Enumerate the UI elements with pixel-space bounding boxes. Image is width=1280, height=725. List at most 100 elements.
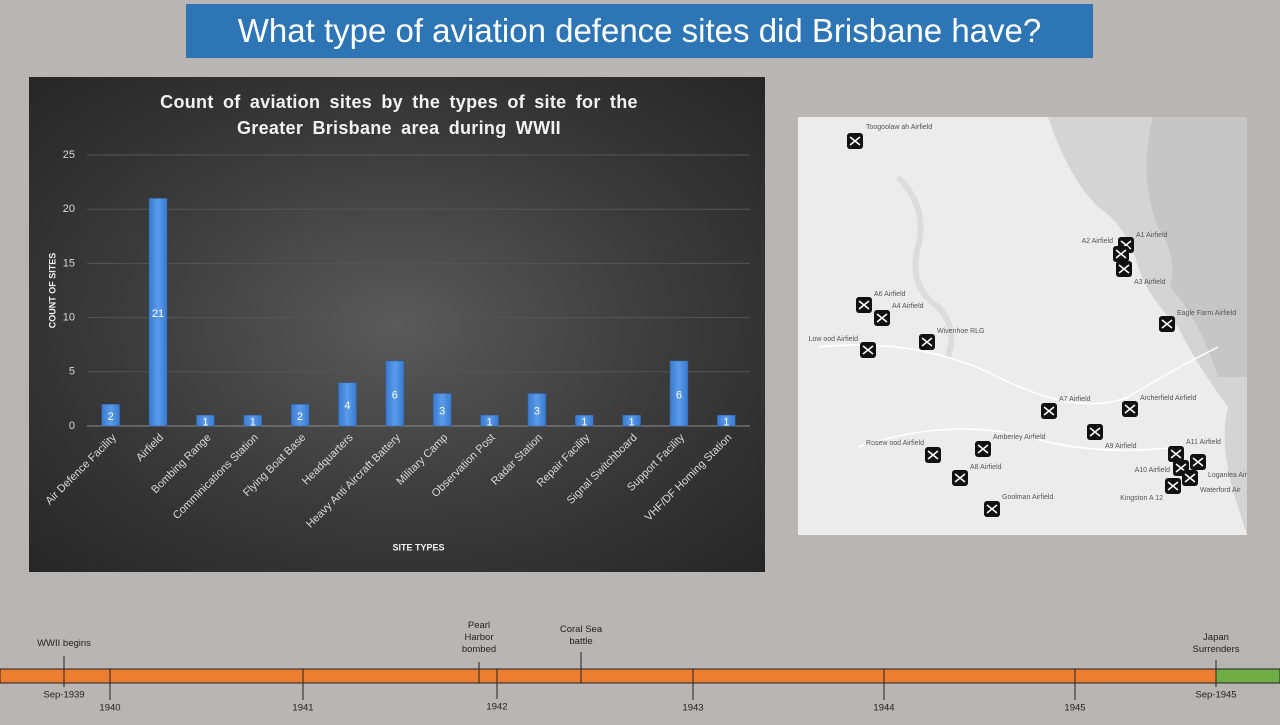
value-label: 1	[250, 416, 256, 428]
x-tick-label: Heavy Anti Aircraft Battery	[304, 431, 403, 530]
marker-cross	[921, 337, 933, 347]
site-label: Rosew ood Airfield	[866, 440, 924, 447]
site-label: A6 Airfield	[874, 291, 906, 298]
chart-panel: 0 5 10 15 20 25 COUNT OF SITES SITE TYPES Air De…	[29, 77, 765, 572]
y-tick-label: 20	[63, 203, 75, 215]
site-label: A9 Airfield	[1105, 443, 1137, 450]
timeline-canvas: Sep-1939 1940 1941 1942 1943 1944 1945 Sep-1945	[0, 652, 1280, 714]
x-tick-label: Air Defence Facility	[43, 431, 119, 507]
marker-cross	[1118, 264, 1130, 274]
value-label: 1	[581, 416, 587, 428]
bar	[717, 414, 736, 427]
x-tick-label: VHF/DF Homing Station	[643, 432, 735, 524]
event-label: Japan Surrenders	[1192, 632, 1240, 655]
marker-cross	[1192, 457, 1204, 467]
bar	[575, 414, 594, 427]
marker-cross	[1184, 473, 1196, 483]
chart: 0 5 10 15 20 25 COUNT OF SITES SITE TYPES Air De…	[43, 149, 750, 552]
x-tick-label: Airfield	[134, 432, 166, 464]
bar	[480, 414, 499, 427]
marker-cross	[849, 136, 861, 146]
x-axis-title: SITE TYPES	[392, 542, 444, 552]
marker-cross	[1170, 449, 1182, 459]
river	[895, 174, 955, 358]
bar	[101, 404, 120, 427]
timeline-tick-label: 1940	[99, 703, 120, 714]
marker-cross	[1167, 481, 1179, 491]
war-period	[0, 668, 1217, 684]
marker-cross	[954, 473, 966, 483]
marker-cross	[876, 313, 888, 323]
road	[817, 344, 1219, 405]
value-label: 6	[676, 389, 682, 401]
marker-cross	[1089, 427, 1101, 437]
marker-cross	[986, 504, 998, 514]
bar	[243, 414, 262, 427]
site-label: Low ood Airfield	[809, 336, 859, 343]
value-label: 4	[344, 400, 350, 412]
site-label: Goolman Airfield	[1002, 494, 1053, 501]
site-label: Toogoolaw ah Airfield	[866, 124, 932, 131]
value-label: 1	[202, 416, 208, 428]
x-tick-label: Comminications Station	[171, 432, 261, 522]
event-label: WWII begins	[37, 638, 91, 649]
marker-cross	[1115, 249, 1127, 259]
site-label: A10 Airfield	[1135, 467, 1171, 474]
site-label: A11 Airfield	[1186, 439, 1221, 446]
value-label: 3	[534, 406, 540, 418]
event-label: Pearl Harbor bombed	[461, 620, 497, 655]
site-label: Amberley Airfield	[993, 434, 1046, 441]
bar	[290, 404, 310, 427]
site-label: Waterford Air	[1200, 487, 1241, 494]
site-label: Archerfield Airfield	[1140, 395, 1197, 402]
y-tick-label: 10	[63, 312, 75, 324]
site-label: A7 Airfield	[1059, 396, 1091, 403]
marker-cross	[927, 450, 939, 460]
marker-cross	[1043, 406, 1055, 416]
marker-cross	[858, 300, 870, 310]
site-label: Wivenhoe RLG	[937, 328, 984, 335]
site-label: A1 Airfield	[1136, 232, 1168, 239]
timeline-tick-label: 1943	[682, 703, 703, 714]
bar	[196, 414, 215, 427]
bar	[385, 360, 405, 427]
site-label: A2 Airfield	[1081, 238, 1113, 245]
y-tick-label: 15	[63, 257, 75, 269]
site-label: Eagle Farm Airfield	[1177, 310, 1236, 317]
slide-title: What type of aviation defence sites did …	[186, 4, 1093, 58]
site-label: A4 Airfield	[892, 303, 924, 310]
value-label: 2	[297, 411, 303, 423]
timeline-tick-label: 1942	[486, 702, 507, 713]
site-label: A3 Airfield	[1134, 279, 1166, 286]
y-axis-title: COUNT OF SITES	[47, 253, 57, 329]
value-label: 1	[629, 416, 635, 428]
y-tick-label: 5	[69, 366, 75, 378]
site-label: Loganlea Air	[1208, 472, 1247, 479]
timeline: Sep-1939 1940 1941 1942 1943 1944 1945 Sep-1945…	[0, 600, 1280, 720]
bar	[432, 393, 452, 427]
map: Toogoolaw ah Airfield A1 Airfield A2 Airfi…	[798, 117, 1247, 535]
post-war-period	[1215, 668, 1280, 684]
marker-cross	[1124, 404, 1136, 414]
timeline-tick-label: Sep-1945	[1195, 690, 1236, 701]
bar	[622, 414, 641, 427]
bar	[669, 360, 689, 427]
bar	[148, 198, 168, 427]
value-label: 1	[486, 416, 492, 428]
value-label: 6	[392, 389, 398, 401]
marker-cross	[977, 444, 989, 454]
value-label: 2	[108, 411, 114, 423]
timeline-tick-label: 1945	[1064, 703, 1085, 714]
timeline-tick-label: Sep-1939	[43, 690, 84, 701]
value-label: 1	[723, 416, 729, 428]
value-label: 3	[439, 406, 445, 418]
bar	[527, 393, 547, 427]
bay	[1146, 117, 1247, 377]
road	[857, 428, 1179, 452]
marker-cross	[1161, 319, 1173, 329]
marker-cross	[862, 345, 874, 355]
chart-title: Count of aviation sites by the types of …	[160, 92, 638, 138]
bar	[338, 382, 357, 427]
map-canvas: Toogoolaw ah Airfield A1 Airfield A2 Airfi…	[809, 117, 1247, 535]
